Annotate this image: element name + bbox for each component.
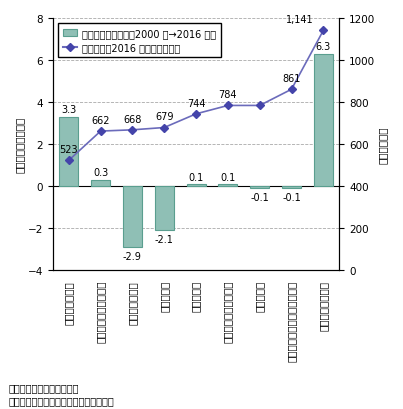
Bar bbox=[250, 187, 269, 189]
Text: -2.9: -2.9 bbox=[123, 251, 142, 261]
Text: 1,141: 1,141 bbox=[286, 15, 314, 25]
Text: 0.1: 0.1 bbox=[220, 172, 235, 182]
Text: -0.1: -0.1 bbox=[282, 193, 301, 202]
Text: -2.1: -2.1 bbox=[155, 234, 174, 245]
Bar bbox=[59, 117, 78, 187]
Bar bbox=[282, 187, 301, 189]
Bar bbox=[155, 187, 174, 231]
Text: 備考：賃金水準は中央値。: 備考：賃金水準は中央値。 bbox=[8, 382, 79, 393]
Bar bbox=[314, 54, 333, 187]
Bar bbox=[123, 187, 142, 247]
Text: -0.1: -0.1 bbox=[250, 193, 269, 202]
Text: 資料：米国労働省から経済産業省作成。: 資料：米国労働省から経済産業省作成。 bbox=[8, 395, 114, 405]
Text: 0.3: 0.3 bbox=[93, 168, 108, 178]
Text: 662: 662 bbox=[91, 115, 110, 126]
Y-axis label: （増減数、百万人）: （増減数、百万人） bbox=[15, 117, 25, 173]
Text: 784: 784 bbox=[219, 90, 237, 100]
Text: 744: 744 bbox=[187, 98, 205, 108]
Bar bbox=[91, 180, 110, 187]
Y-axis label: （ドル／週）: （ドル／週） bbox=[378, 126, 388, 164]
Text: 6.3: 6.3 bbox=[316, 42, 331, 52]
Text: 3.3: 3.3 bbox=[61, 105, 77, 115]
Text: 523: 523 bbox=[60, 145, 78, 155]
Text: 861: 861 bbox=[283, 74, 301, 84]
Bar bbox=[218, 184, 237, 187]
Text: 679: 679 bbox=[155, 112, 174, 122]
Text: 0.1: 0.1 bbox=[189, 172, 204, 182]
Text: 668: 668 bbox=[123, 114, 141, 124]
Bar bbox=[187, 184, 206, 187]
Legend: 被雇用者数増減数（2000 年→2016 年）, 賃金水準（2016 年）（目盛右）: 被雇用者数増減数（2000 年→2016 年）, 賃金水準（2016 年）（目盛… bbox=[58, 24, 221, 58]
